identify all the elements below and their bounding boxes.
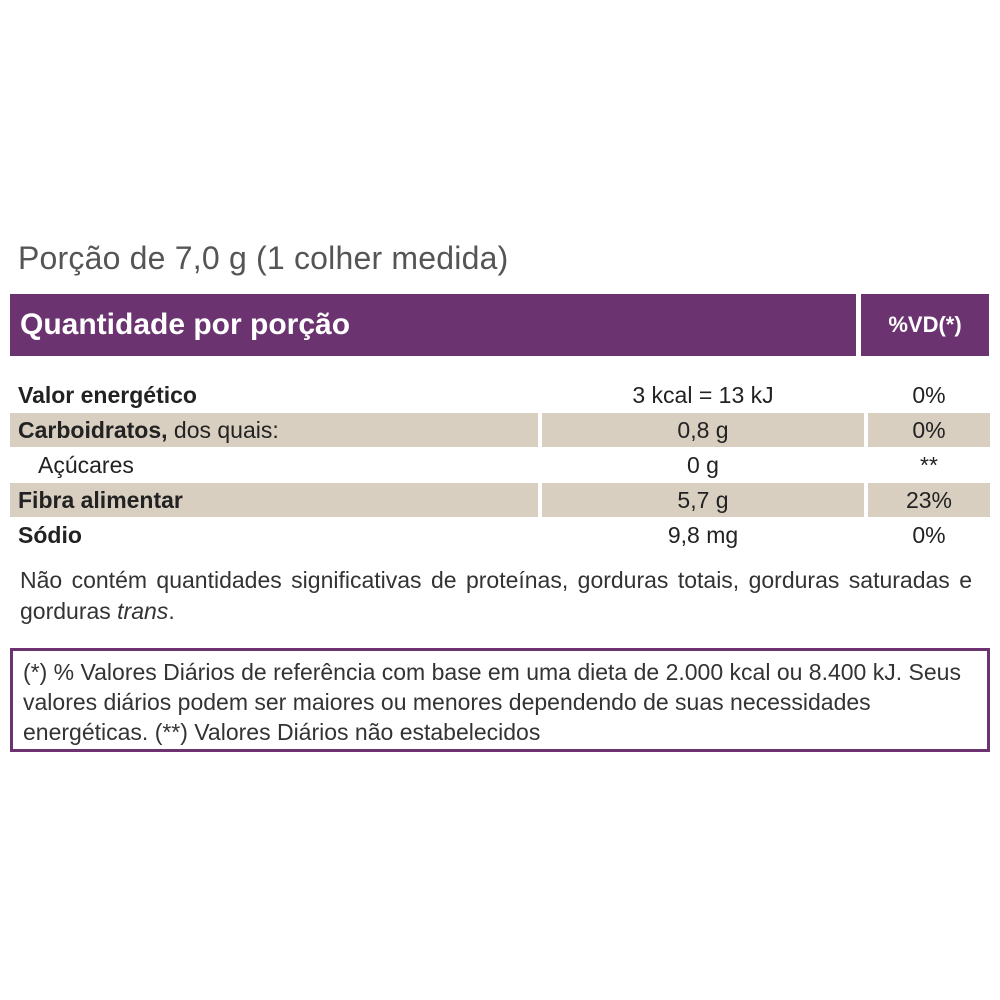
nutrient-vd: 0%: [868, 413, 990, 447]
row-carbohydrates: Carboidratos, dos quais: 0,8 g 0%: [10, 413, 990, 447]
nutrient-vd: 0%: [912, 382, 946, 408]
nutrient-quantity: 9,8 mg: [667, 522, 739, 548]
nutrient-quantity: 0 g: [687, 452, 719, 478]
nutrient-name: Sódio: [18, 522, 82, 548]
nutrient-quantity: 5,7 g: [542, 483, 864, 517]
row-fiber: Fibra alimentar 5,7 g 23%: [10, 483, 990, 517]
header-daily-value: %VD(*): [861, 294, 989, 356]
nutrient-name: Açúcares: [38, 452, 134, 478]
nutrient-name: Valor energético: [18, 382, 197, 408]
nutrient-quantity: 3 kcal = 13 kJ: [632, 382, 774, 408]
row-energy: Valor energético 3 kcal = 13 kJ 0%: [10, 378, 990, 412]
header-quantity-per-portion: Quantidade por porção: [10, 294, 856, 356]
nutrient-vd: 23%: [868, 483, 990, 517]
nutrient-quantity: 0,8 g: [542, 413, 864, 447]
row-sodium: Sódio 9,8 mg 0%: [10, 518, 990, 552]
nutrient-name: Carboidratos, dos quais:: [10, 413, 538, 447]
nutrient-vd: **: [920, 452, 938, 478]
nutrient-vd: 0%: [912, 522, 946, 548]
nutrient-name: Fibra alimentar: [10, 483, 538, 517]
daily-values-footnote: (*) % Valores Diários de referência com …: [10, 648, 990, 752]
insignificant-nutrients-note: Não contém quantidades significativas de…: [20, 567, 972, 624]
row-sugars: Açúcares 0 g **: [10, 448, 990, 482]
portion-size: Porção de 7,0 g (1 colher medida): [18, 240, 509, 276]
